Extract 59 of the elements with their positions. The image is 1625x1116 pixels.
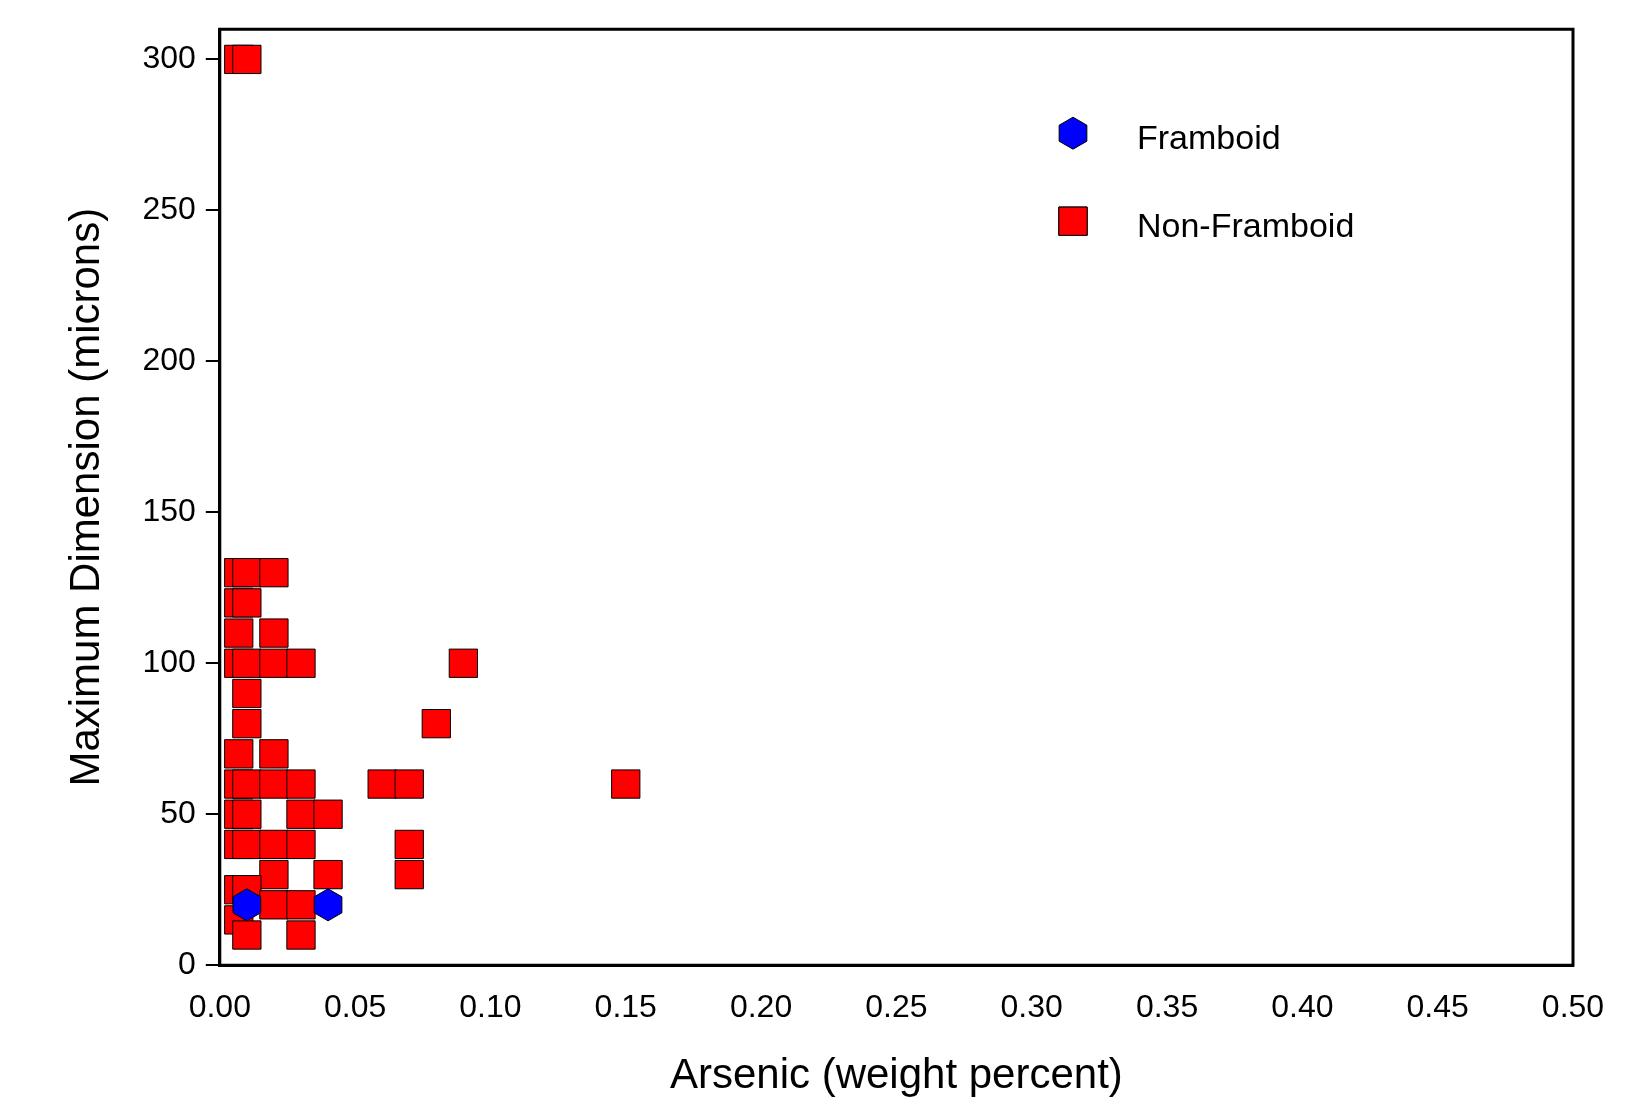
point	[313, 888, 343, 922]
x-tick-label: 0.10	[459, 988, 522, 1025]
point	[286, 890, 316, 920]
x-tick-label: 0.50	[1541, 988, 1605, 1025]
legend-label: Non-Framboid	[1137, 205, 1355, 244]
y-axis-title: Maximum Dimension (microns)	[60, 207, 108, 787]
point	[394, 829, 424, 860]
point	[259, 558, 289, 588]
x-tick-label: 0.25	[865, 988, 928, 1025]
point	[394, 859, 424, 890]
point	[232, 769, 262, 799]
point	[286, 648, 316, 678]
point	[259, 739, 289, 769]
point	[232, 558, 262, 588]
x-tick-label: 0.40	[1271, 988, 1334, 1025]
point	[611, 769, 641, 799]
y-tick-label: 100	[142, 643, 196, 680]
point	[286, 920, 316, 950]
point	[286, 799, 316, 829]
point	[224, 739, 254, 769]
legend-label: Framboid	[1137, 117, 1281, 156]
point	[313, 799, 343, 829]
point	[421, 709, 451, 739]
point	[224, 618, 254, 648]
point	[259, 648, 289, 678]
point	[232, 678, 262, 709]
point	[232, 799, 262, 829]
point	[232, 888, 262, 922]
x-tick-label: 0.00	[188, 988, 251, 1025]
x-tick-label: 0.05	[323, 988, 387, 1025]
point	[259, 859, 289, 890]
x-tick-label: 0.30	[1000, 988, 1063, 1025]
x-tick-label: 0.45	[1406, 988, 1469, 1025]
point	[232, 829, 262, 860]
y-tick-label: 150	[142, 492, 196, 529]
point	[259, 618, 289, 648]
point	[259, 890, 289, 920]
point	[286, 829, 316, 860]
point	[232, 44, 262, 75]
point	[232, 920, 262, 950]
y-tick-label: 250	[142, 190, 196, 227]
point	[394, 769, 424, 799]
x-tick-label: 0.20	[729, 988, 793, 1025]
x-tick-label: 0.35	[1135, 988, 1199, 1025]
x-tick-label: 0.15	[594, 988, 657, 1025]
point	[232, 709, 262, 739]
y-tick-label: 300	[142, 39, 196, 76]
y-tick-label: 0	[177, 945, 196, 982]
point	[259, 829, 289, 860]
point	[259, 769, 289, 799]
point	[232, 648, 262, 678]
y-tick-label: 200	[142, 341, 196, 378]
point	[313, 859, 343, 890]
point	[367, 769, 397, 799]
x-axis-title: Arsenic (weight percent)	[669, 1050, 1123, 1098]
point	[286, 769, 316, 799]
point	[232, 588, 262, 618]
y-tick-label: 50	[160, 794, 196, 831]
point	[448, 648, 479, 678]
